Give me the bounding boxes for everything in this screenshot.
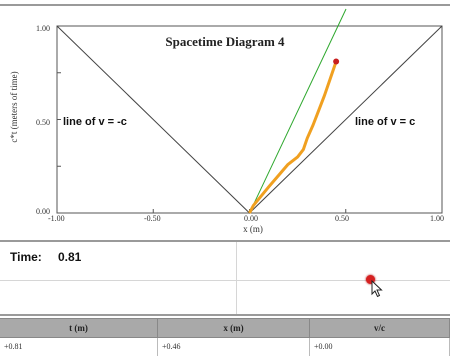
particle-marker[interactable] — [366, 275, 375, 284]
label-line-v-plus-c: line of v = c — [355, 116, 416, 128]
x-tick-label: 0.50 — [335, 214, 349, 223]
y-tick-label: 0.50 — [36, 118, 50, 127]
mouse-cursor-icon — [371, 280, 383, 298]
y-axis-label: c*t (meters of time) — [9, 71, 19, 143]
timeline-center-line — [236, 242, 237, 314]
x-tick-label: -0.50 — [144, 214, 161, 223]
reference-worldline — [249, 8, 347, 214]
y-tick-label: 1.00 — [36, 24, 50, 33]
x-tick-label: 0.00 — [244, 214, 258, 223]
spacetime-diagram-panel[interactable]: Spacetime Diagram 4 line of v = -c line … — [0, 4, 450, 238]
label-line-v-minus-c: line of v = -c — [63, 116, 127, 128]
x-tick-label: -1.00 — [48, 214, 65, 223]
x-tick-label: 1.00 — [430, 214, 444, 223]
table-header-t: t (m) — [0, 319, 158, 337]
spacetime-diagram[interactable] — [0, 6, 450, 238]
timeline-panel[interactable]: Time: 0.81 — [0, 240, 450, 316]
data-table: t (m) x (m) v/c +0.81 +0.46 +0.00 — [0, 318, 450, 356]
table-cell-v: +0.00 — [310, 338, 450, 356]
time-label: Time: — [10, 250, 42, 264]
particle-worldline — [248, 61, 338, 214]
y-tick-label: 0.00 — [36, 207, 50, 216]
table-header-v: v/c — [310, 319, 450, 337]
time-value: 0.81 — [58, 250, 82, 264]
table-header-x: x (m) — [158, 319, 310, 337]
table-row: +0.81 +0.46 +0.00 — [0, 338, 450, 356]
table-cell-x: +0.46 — [158, 338, 310, 356]
current-point-marker — [333, 58, 340, 65]
table-header-row: t (m) x (m) v/c — [0, 318, 450, 338]
x-axis-label: x (m) — [243, 224, 263, 234]
table-cell-t: +0.81 — [0, 338, 158, 356]
timeline-axis-line — [0, 280, 450, 281]
diagram-title: Spacetime Diagram 4 — [165, 34, 285, 49]
